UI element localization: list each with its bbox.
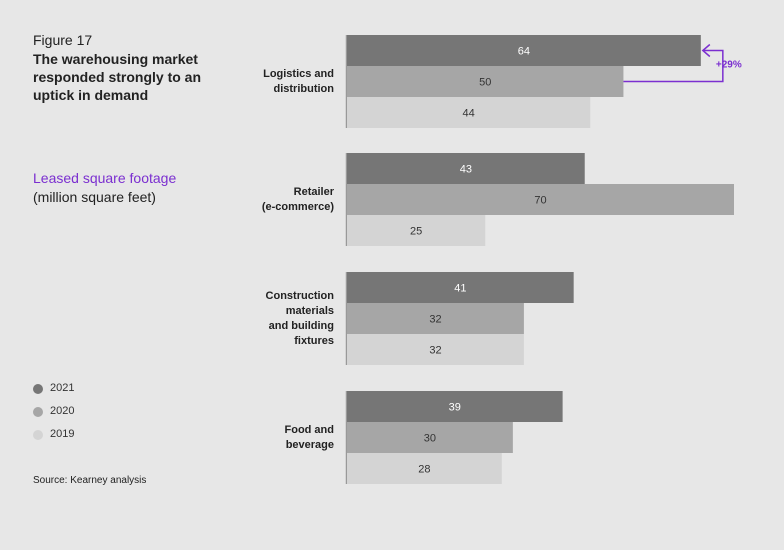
legend-label: 2020: [50, 405, 75, 417]
bar: [347, 153, 585, 184]
bar-value-label: 32: [429, 313, 441, 325]
bar-value-label: 64: [518, 45, 530, 57]
legend-swatch: [33, 430, 43, 440]
bar: [347, 303, 524, 334]
annotation-text: +29%: [716, 60, 742, 71]
legend-swatch: [33, 407, 43, 417]
bar: [347, 35, 701, 66]
legend-label: 2021: [50, 382, 75, 394]
bar-value-label: 30: [424, 432, 436, 444]
chart-title: The warehousing market responded strongl…: [33, 51, 202, 103]
bar-value-label: 25: [410, 225, 422, 237]
bar: [347, 334, 524, 365]
legend-label: 2019: [50, 428, 75, 440]
bar: [347, 391, 563, 422]
bar-value-label: 28: [418, 463, 430, 475]
figure-label: Figure 17: [33, 32, 93, 48]
bar: [347, 66, 624, 97]
bar: [347, 97, 591, 128]
bar-value-label: 70: [534, 194, 546, 206]
category-label: Construction materials and building fixt…: [265, 289, 334, 347]
bar-value-label: 43: [460, 163, 472, 175]
legend-swatch: [33, 384, 43, 394]
unit-label: (million square feet): [33, 189, 156, 205]
bar: [347, 184, 734, 215]
subtitle: Leased square footage: [33, 170, 177, 186]
bar-value-label: 32: [429, 344, 441, 356]
annotation-arrowhead: [701, 43, 711, 58]
bar: [347, 422, 513, 453]
category-label: Retailer (e-commerce): [261, 185, 334, 213]
category-label: Food and beverage: [284, 423, 335, 451]
bar-value-label: 50: [479, 76, 491, 88]
source: Source: Kearney analysis: [33, 475, 147, 486]
annotation-bracket: [623, 49, 724, 83]
bar: [347, 215, 486, 246]
bar-value-label: 44: [463, 107, 475, 119]
bar-value-label: 39: [449, 401, 461, 413]
bar: [347, 453, 502, 484]
category-label: Logistics and distribution: [263, 67, 334, 95]
bar: [347, 272, 574, 303]
bar-value-label: 41: [454, 282, 466, 294]
